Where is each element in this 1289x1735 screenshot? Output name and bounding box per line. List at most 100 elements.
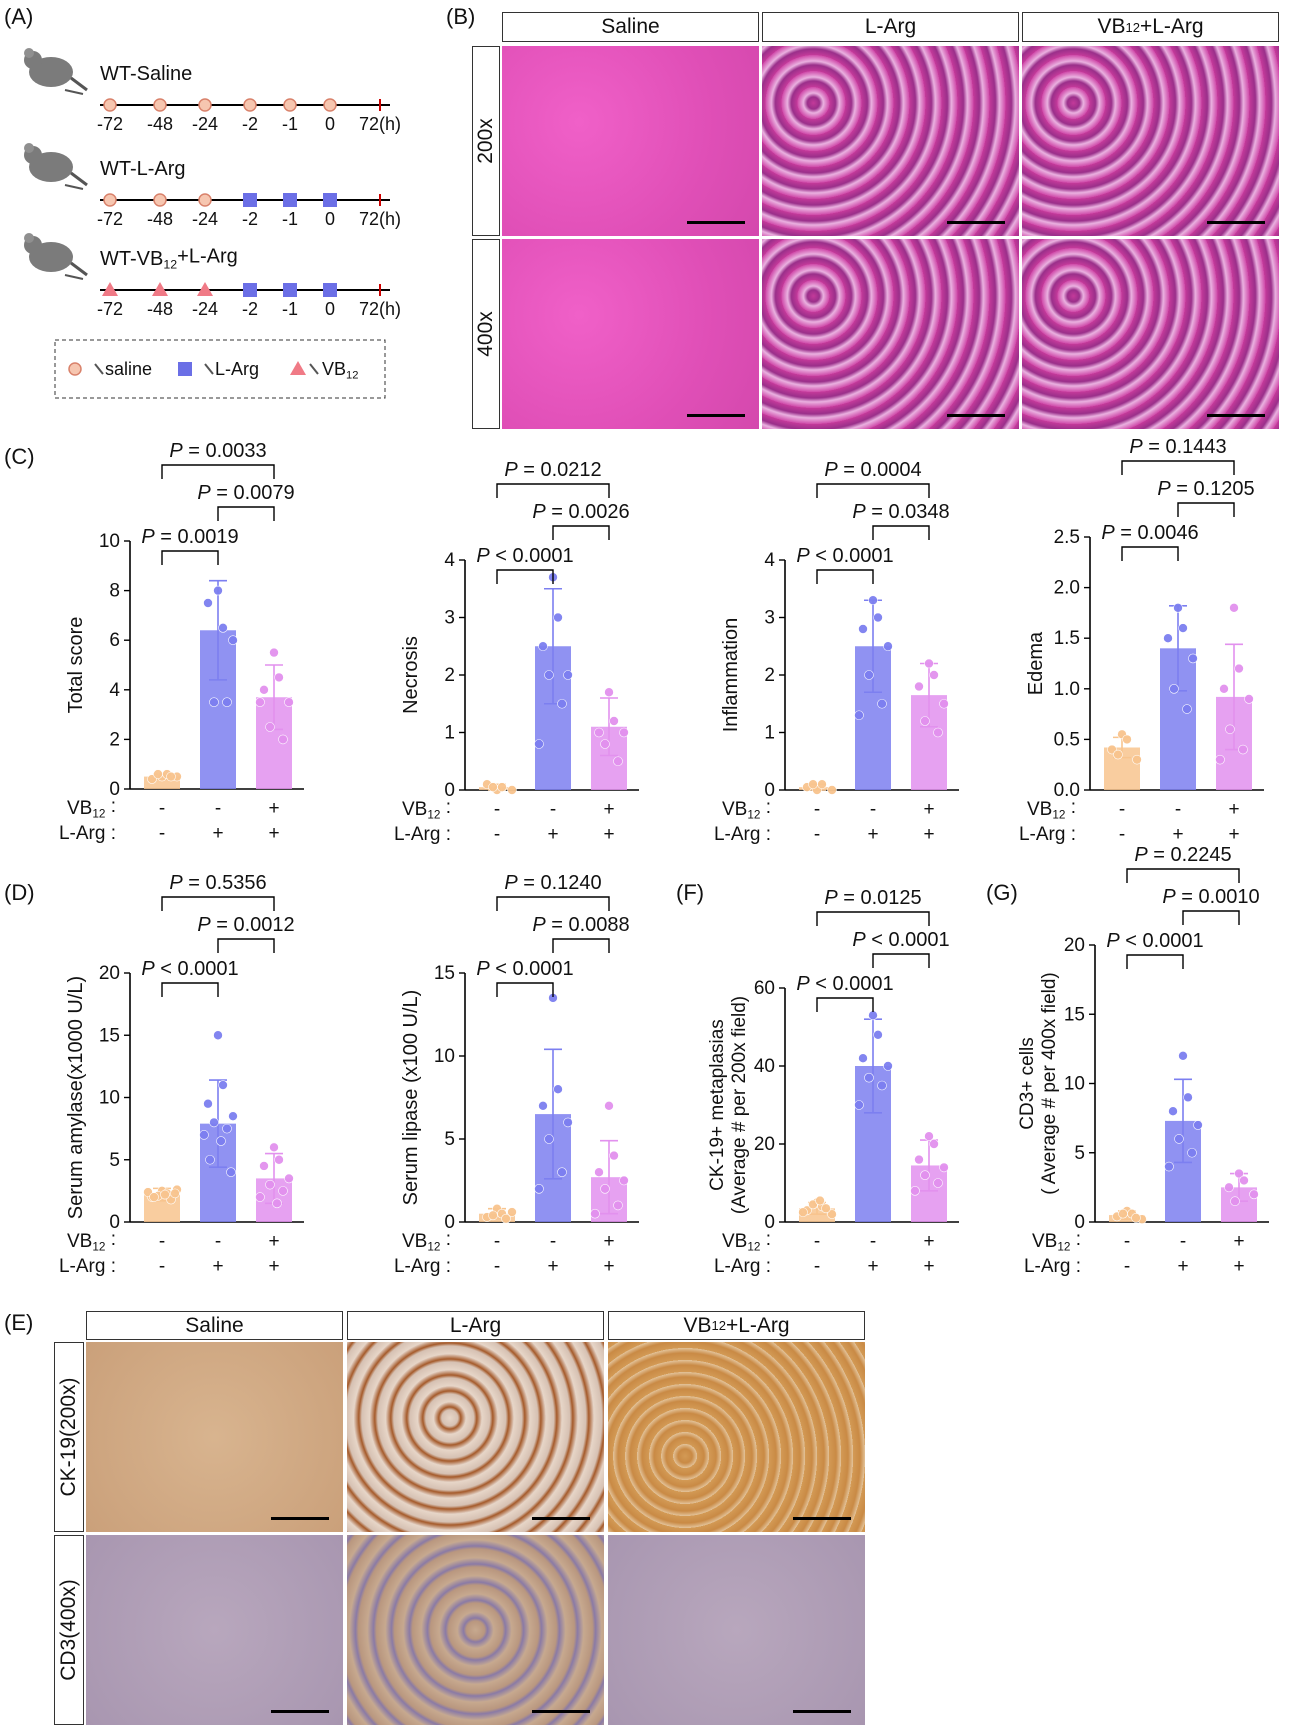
timepoint-label: 72(h) xyxy=(359,209,401,229)
p-value-label: P < 0.0001 xyxy=(476,545,573,567)
p-value-label: P < 0.0001 xyxy=(796,973,893,995)
saline-marker xyxy=(153,193,167,207)
data-point xyxy=(153,769,163,779)
vb12-sign: + xyxy=(603,799,614,820)
data-point xyxy=(868,595,878,606)
y-tick-label: 2.5 xyxy=(1054,527,1080,548)
data-point xyxy=(1188,653,1198,664)
scale-bar xyxy=(271,1710,329,1713)
saline-marker xyxy=(198,193,212,207)
y-tick-label: 15 xyxy=(434,963,455,984)
ihc-column-label: Saline xyxy=(86,1311,343,1340)
data-point xyxy=(166,771,176,782)
data-point xyxy=(1113,749,1123,760)
vb12-sign: - xyxy=(1124,1231,1130,1252)
y-tick-label: 4 xyxy=(764,550,775,571)
legend-vb12: VB12 xyxy=(322,359,358,381)
y-tick-label: 4 xyxy=(444,550,455,571)
y-tick-label: 10 xyxy=(434,1046,455,1067)
data-point xyxy=(1178,623,1188,633)
timepoint-label: -48 xyxy=(147,299,173,319)
syringe-icon xyxy=(94,363,104,375)
data-point xyxy=(939,698,949,709)
data-point xyxy=(1234,1168,1244,1179)
data-point xyxy=(553,1084,563,1094)
y-axis-label: CD3+ cells xyxy=(1017,1037,1038,1129)
significance-bracket xyxy=(816,911,930,926)
y-tick-label: 2 xyxy=(444,665,455,686)
data-point xyxy=(1122,734,1132,745)
y-tick-label: 0 xyxy=(1074,1212,1085,1233)
p-value-label: P = 0.0046 xyxy=(1101,522,1198,544)
y-tick-label: 5 xyxy=(109,1150,120,1171)
timepoint-label: -24 xyxy=(192,299,218,319)
data-point xyxy=(265,722,275,732)
data-point xyxy=(1169,684,1179,694)
scale-bar xyxy=(532,1710,590,1713)
y-axis-label: CK-19+ metaplasias xyxy=(707,1019,728,1191)
data-point xyxy=(488,782,498,792)
larg-sign: - xyxy=(814,824,820,845)
significance-bracket xyxy=(552,938,610,953)
he-image xyxy=(762,239,1019,429)
vb12-row-label: VB12 : xyxy=(67,796,116,821)
p-value-label: P = 0.2245 xyxy=(1134,844,1231,866)
y-tick-label: 20 xyxy=(754,1134,775,1155)
data-point xyxy=(1187,1147,1197,1158)
data-point xyxy=(827,785,837,795)
timepoint-label: 0 xyxy=(325,299,335,319)
y-tick-label: 2.0 xyxy=(1054,578,1080,599)
data-point xyxy=(272,1198,282,1209)
significance-bracket xyxy=(1121,460,1235,475)
data-point xyxy=(877,1080,887,1091)
vb12-sign: + xyxy=(1228,799,1239,820)
p-value-label: P < 0.0001 xyxy=(476,958,573,980)
p-value-label: P = 0.5356 xyxy=(169,872,266,894)
data-point xyxy=(226,1167,236,1178)
data-point xyxy=(265,1179,275,1190)
p-value-label: P = 0.0026 xyxy=(532,501,629,523)
scale-bar xyxy=(793,1517,851,1520)
data-point xyxy=(269,1142,279,1153)
data-point xyxy=(497,782,507,792)
vb12-sign: - xyxy=(215,1231,221,1252)
data-point xyxy=(1230,1196,1240,1207)
data-point xyxy=(914,1154,924,1165)
y-tick-label: 10 xyxy=(99,1088,120,1109)
y-tick-label: 0 xyxy=(444,780,455,801)
data-point xyxy=(538,641,548,652)
p-value-label: P = 0.1443 xyxy=(1129,436,1226,458)
significance-bracket xyxy=(872,525,930,540)
mouse-icon xyxy=(24,48,88,95)
y-tick-label: 60 xyxy=(754,978,775,999)
scale-bar xyxy=(793,1710,851,1713)
vb12-marker xyxy=(197,282,213,296)
data-point xyxy=(228,635,238,645)
vb12-marker xyxy=(152,282,168,296)
chart-lipase: 0 5 10 15 Serum lipase (x100 U/L) P < 0.0001 P… xyxy=(394,872,639,1277)
significance-bracket xyxy=(1126,868,1240,883)
scheme-legend: saline L-Arg VB12 xyxy=(54,339,386,399)
larg-sign: + xyxy=(268,823,279,844)
p-value-label: P = 0.0348 xyxy=(852,501,949,523)
y-axis-label-2: (Average # per 200x field) xyxy=(729,996,750,1214)
timeline-scheme: WT-Saline -72 -48 -24 -2 -1 0 72(h) WT-L-Arg -72 -… xyxy=(24,48,401,399)
data-point xyxy=(827,1209,837,1220)
timepoint-label: -2 xyxy=(242,299,258,319)
larg-sign: + xyxy=(1177,1256,1188,1277)
data-point xyxy=(933,727,943,738)
y-tick-label: 5 xyxy=(444,1129,455,1150)
vb12-row-label: VB12 : xyxy=(1032,1229,1081,1254)
he-column-label: VB 12 +L-Arg xyxy=(1022,12,1279,42)
p-value-label: P = 0.0212 xyxy=(504,459,601,481)
data-point xyxy=(821,1203,831,1214)
ihc-image xyxy=(86,1535,343,1725)
significance-bracket xyxy=(496,896,610,911)
y-tick-label: 2 xyxy=(764,665,775,686)
vb12-sign: - xyxy=(1175,799,1181,820)
data-point xyxy=(1183,1092,1193,1103)
y-tick-label: 0 xyxy=(764,1212,775,1233)
ihc-column-label: VB 12 +L-Arg xyxy=(608,1311,865,1340)
ihc-image xyxy=(86,1342,343,1532)
ihc-column-label: L-Arg xyxy=(347,1311,604,1340)
